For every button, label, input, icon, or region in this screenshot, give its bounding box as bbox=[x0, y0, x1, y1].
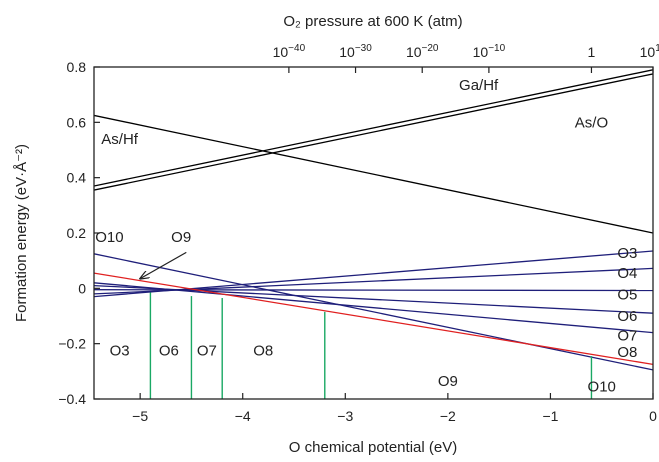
y-tick-label-4: 0.4 bbox=[67, 170, 87, 186]
annotation-arrow bbox=[140, 251, 187, 278]
annotation-label-6: O4 bbox=[617, 265, 637, 282]
x-tick-label-1: −4 bbox=[235, 408, 251, 424]
annotation-label-12: O6 bbox=[159, 343, 179, 360]
series-line-1 bbox=[94, 69, 653, 187]
annotation-label-3: O10 bbox=[95, 229, 123, 246]
annotation-label-4: O9 bbox=[171, 229, 191, 246]
annotation-label-1: Ga/Hf bbox=[459, 77, 499, 94]
annotation-label-5: O3 bbox=[617, 245, 637, 262]
x-tick-label-2: −3 bbox=[337, 408, 353, 424]
x-tick-label-5: 0 bbox=[649, 408, 657, 424]
axis-ticks: −5 −4 −3 −2 −1 0 −0.4 −0.2 0 0.2 0.4 0.6 0.8 10−40 10−… bbox=[58, 43, 659, 424]
y-axis-label: Formation energy (eV·Å⁻²) bbox=[13, 144, 30, 322]
x-tick-label-0: −5 bbox=[132, 408, 148, 424]
boundary-lines bbox=[149, 292, 593, 399]
y-tick-label-0: −0.4 bbox=[58, 391, 86, 407]
series-line-9 bbox=[94, 272, 653, 366]
annotation-label-2: As/O bbox=[575, 114, 608, 131]
annotation-label-13: O7 bbox=[197, 343, 217, 360]
series-line-0 bbox=[94, 73, 653, 191]
annotation-label-11: O3 bbox=[110, 343, 130, 360]
annotation-label-8: O6 bbox=[617, 308, 637, 325]
y-tick-label-2: 0 bbox=[78, 280, 86, 296]
annotation-label-14: O8 bbox=[253, 343, 273, 360]
annotation-label-10: O8 bbox=[617, 344, 637, 361]
x-tick-label-4: −1 bbox=[542, 408, 558, 424]
annotation-label-15: O9 bbox=[438, 373, 458, 390]
y-tick-label-3: 0.2 bbox=[67, 225, 87, 241]
top-tick-label-3: 10−10 bbox=[473, 43, 506, 60]
top-tick-label-0: 10−40 bbox=[273, 43, 306, 60]
annotation-label-9: O7 bbox=[617, 327, 637, 344]
series-line-2 bbox=[94, 114, 653, 234]
series-lines bbox=[94, 69, 653, 371]
series-line-7 bbox=[94, 282, 653, 334]
annotation-label-16: O10 bbox=[588, 379, 616, 396]
top-tick-label-1: 10−30 bbox=[339, 43, 372, 60]
x-axis-label: O chemical potential (eV) bbox=[289, 439, 457, 456]
top-tick-label-2: 10−20 bbox=[406, 43, 439, 60]
top-tick-label-4: 1 bbox=[588, 44, 596, 60]
y-tick-label-1: −0.2 bbox=[58, 336, 86, 352]
x-tick-label-3: −2 bbox=[440, 408, 456, 424]
series-line-8 bbox=[94, 253, 653, 371]
top-axis-label: O₂ pressure at 600 K (atm) bbox=[283, 13, 462, 30]
annotation-label-0: As/Hf bbox=[101, 131, 139, 148]
top-tick-label-5: 1010 bbox=[640, 43, 659, 60]
y-tick-label-5: 0.6 bbox=[67, 114, 87, 130]
y-tick-label-6: 0.8 bbox=[67, 59, 87, 75]
annotation-label-7: O5 bbox=[617, 286, 637, 303]
series-line-6 bbox=[94, 284, 653, 314]
